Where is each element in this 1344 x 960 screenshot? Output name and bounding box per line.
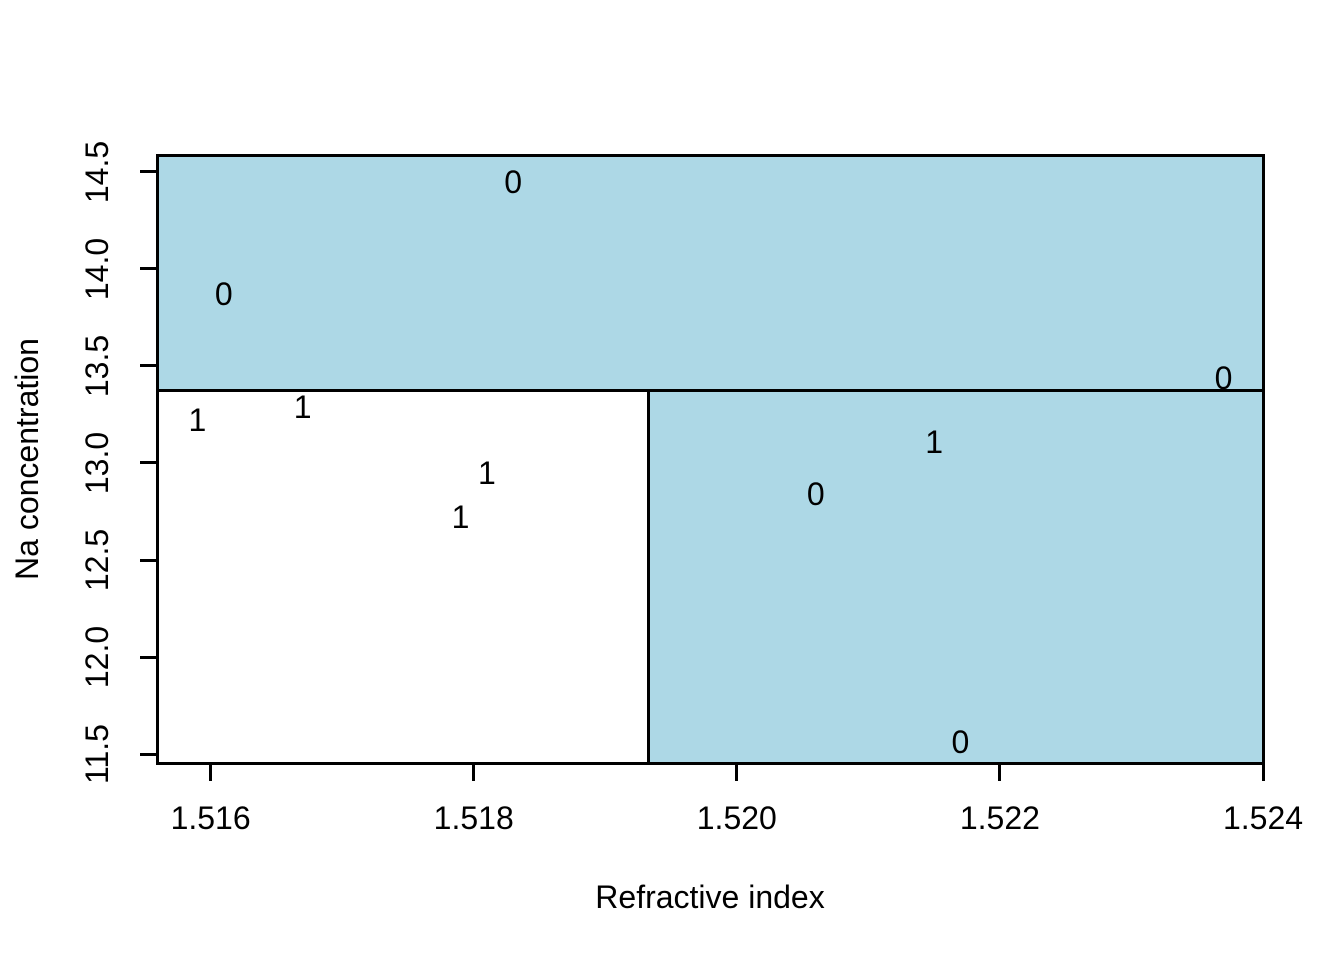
y-axis-title: Na concentration bbox=[9, 338, 45, 580]
y-tick bbox=[140, 752, 158, 756]
x-tick bbox=[998, 763, 1002, 781]
y-tick bbox=[140, 267, 158, 271]
y-tick-label: 14.5 bbox=[79, 140, 115, 204]
y-tick bbox=[140, 364, 158, 368]
region-bottom-right bbox=[648, 390, 1263, 763]
region-top bbox=[158, 156, 1263, 391]
data-point-class-1: 1 bbox=[477, 454, 496, 491]
y-tick-label: 12.0 bbox=[79, 625, 115, 689]
data-point-class-1: 1 bbox=[925, 423, 944, 460]
data-point-class-1: 1 bbox=[451, 499, 470, 536]
y-tick-label: 14.0 bbox=[79, 237, 115, 301]
data-point-class-1: 1 bbox=[188, 402, 207, 439]
x-tick-label: 1.516 bbox=[170, 800, 251, 836]
y-tick bbox=[140, 461, 158, 465]
y-tick-label: 12.5 bbox=[79, 528, 115, 592]
partition-line-vertical bbox=[647, 390, 651, 763]
data-point-class-1: 1 bbox=[293, 388, 312, 425]
y-tick bbox=[140, 655, 158, 659]
partition-line-horizontal bbox=[158, 388, 1263, 392]
y-tick-label: 11.5 bbox=[79, 724, 115, 785]
region-bottom-left bbox=[158, 390, 649, 763]
data-point-class-0: 0 bbox=[504, 163, 523, 200]
x-tick bbox=[209, 763, 213, 781]
x-tick bbox=[735, 763, 739, 781]
x-tick-label: 1.522 bbox=[959, 800, 1040, 836]
x-tick-label: 1.520 bbox=[696, 800, 777, 836]
y-tick bbox=[140, 170, 158, 174]
x-axis-title: Refractive index bbox=[595, 879, 825, 915]
data-point-class-0: 0 bbox=[214, 276, 233, 313]
x-tick-label: 1.524 bbox=[1222, 800, 1304, 836]
data-point-class-0: 0 bbox=[1214, 359, 1233, 396]
y-tick-label: 13.5 bbox=[79, 334, 115, 398]
y-tick bbox=[140, 558, 158, 562]
x-tick bbox=[472, 763, 476, 781]
x-tick-label: 1.518 bbox=[433, 800, 514, 836]
data-point-class-0: 0 bbox=[951, 724, 970, 761]
y-tick-label: 13.0 bbox=[79, 431, 115, 495]
data-point-class-0: 0 bbox=[806, 476, 825, 513]
x-tick bbox=[1261, 763, 1265, 781]
